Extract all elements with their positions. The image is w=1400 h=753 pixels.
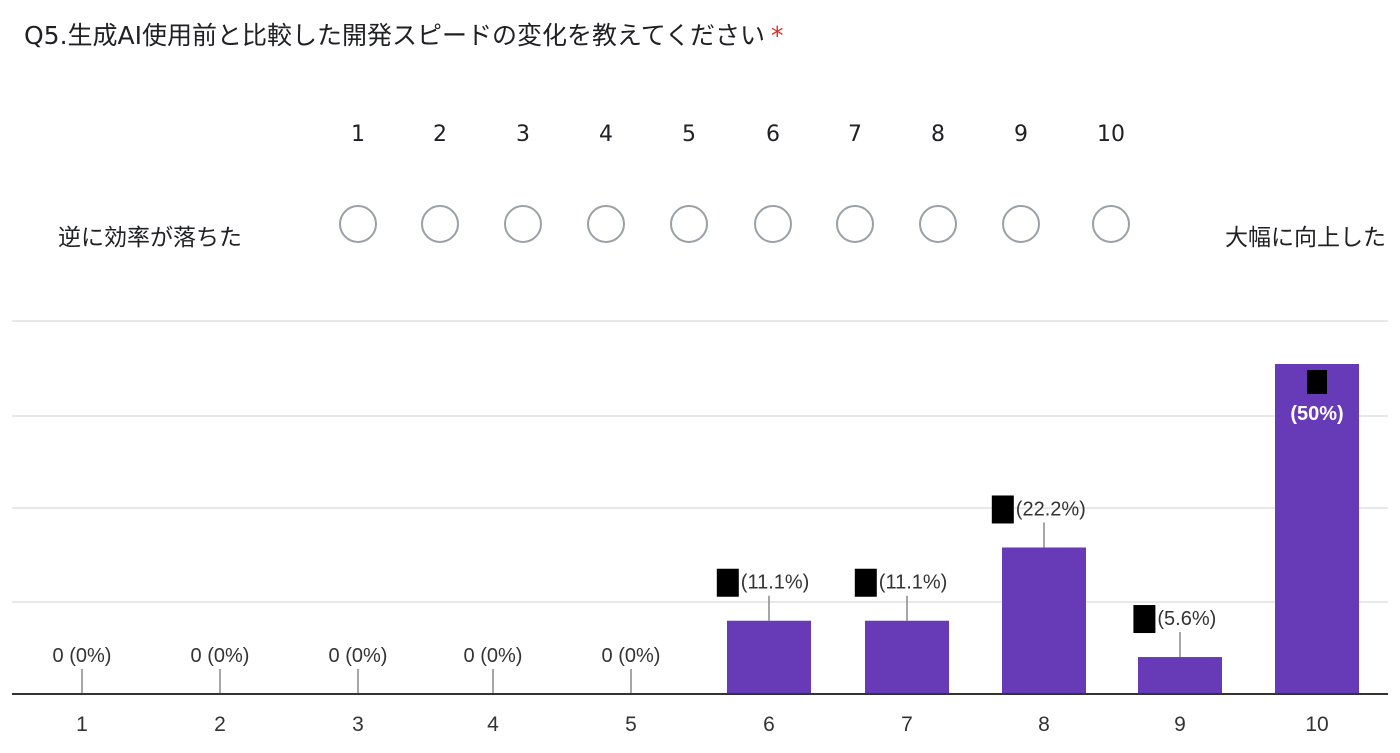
bar-7[interactable] xyxy=(865,620,949,694)
data-label-6: (11.1%) xyxy=(741,572,810,594)
x-tick-6: 6 xyxy=(763,713,775,736)
required-asterisk: * xyxy=(771,21,784,50)
data-label-8: (22.2%) xyxy=(1016,498,1086,520)
scale-number-4: 4 xyxy=(599,122,613,147)
radio-option-5[interactable] xyxy=(670,205,708,243)
redacted-count-10 xyxy=(1307,370,1327,394)
redacted-count-8 xyxy=(991,495,1014,524)
radio-option-7[interactable] xyxy=(836,205,874,243)
data-label-9: (5.6%) xyxy=(1157,608,1216,630)
redacted-count-9 xyxy=(1133,605,1156,634)
x-tick-2: 2 xyxy=(214,713,226,736)
results-chart: 0 (0%) 1 0 (0%) 2 0 (0%) 3 0 (0%) 4 0 (0%) 5 (11.1… xyxy=(12,320,1388,736)
scale-number-2: 2 xyxy=(433,122,447,147)
data-label-1: 0 (0%) xyxy=(53,645,112,667)
question-title: Q5.生成AI使用前と比較した開発スピードの変化を教えてください * xyxy=(24,16,784,52)
bar-8[interactable] xyxy=(1002,547,1086,694)
scale-number-8: 8 xyxy=(931,122,945,147)
data-label-4: 0 (0%) xyxy=(464,645,523,667)
scale-number-6: 6 xyxy=(766,122,780,147)
x-tick-3: 3 xyxy=(352,713,364,736)
data-label-7: (11.1%) xyxy=(879,572,948,594)
x-tick-4: 4 xyxy=(487,713,499,736)
scale-number-1: 1 xyxy=(351,122,365,147)
question-text: Q5.生成AI使用前と比較した開発スピードの変化を教えてください xyxy=(24,21,766,50)
radio-option-4[interactable] xyxy=(587,205,625,243)
scale-number-5: 5 xyxy=(682,122,696,147)
x-tick-1: 1 xyxy=(76,713,88,736)
scale-number-10: 10 xyxy=(1097,122,1125,147)
scale-number-9: 9 xyxy=(1014,122,1028,147)
redacted-count-6 xyxy=(716,568,739,597)
redacted-count-7 xyxy=(854,568,877,597)
x-tick-8: 8 xyxy=(1038,713,1050,736)
radio-option-10[interactable] xyxy=(1092,205,1130,243)
radio-option-6[interactable] xyxy=(754,205,792,243)
scale-low-label: 逆に効率が落ちた xyxy=(58,225,242,251)
radio-option-3[interactable] xyxy=(504,205,542,243)
bar-6[interactable] xyxy=(727,620,811,694)
bar-chart-svg: 0 (0%) 1 0 (0%) 2 0 (0%) 3 0 (0%) 4 0 (0%) 5 (11.1… xyxy=(12,321,1388,736)
radio-option-2[interactable] xyxy=(421,205,459,243)
x-tick-9: 9 xyxy=(1174,713,1186,736)
data-label-2: 0 (0%) xyxy=(191,645,250,667)
scale-number-3: 3 xyxy=(516,122,530,147)
scale-high-label: 大幅に向上した xyxy=(1225,225,1386,251)
bar-9[interactable] xyxy=(1138,657,1222,694)
radio-option-1[interactable] xyxy=(339,205,377,243)
radio-option-8[interactable] xyxy=(919,205,957,243)
scale-number-7: 7 xyxy=(848,122,862,147)
x-tick-5: 5 xyxy=(625,713,637,736)
radio-option-9[interactable] xyxy=(1002,205,1040,243)
x-tick-7: 7 xyxy=(901,713,913,736)
bar-10[interactable] xyxy=(1275,364,1359,694)
x-tick-10: 10 xyxy=(1305,713,1328,736)
data-label-3: 0 (0%) xyxy=(329,645,388,667)
data-label-5: 0 (0%) xyxy=(602,645,661,667)
data-label-10: (50%) xyxy=(1290,403,1343,425)
